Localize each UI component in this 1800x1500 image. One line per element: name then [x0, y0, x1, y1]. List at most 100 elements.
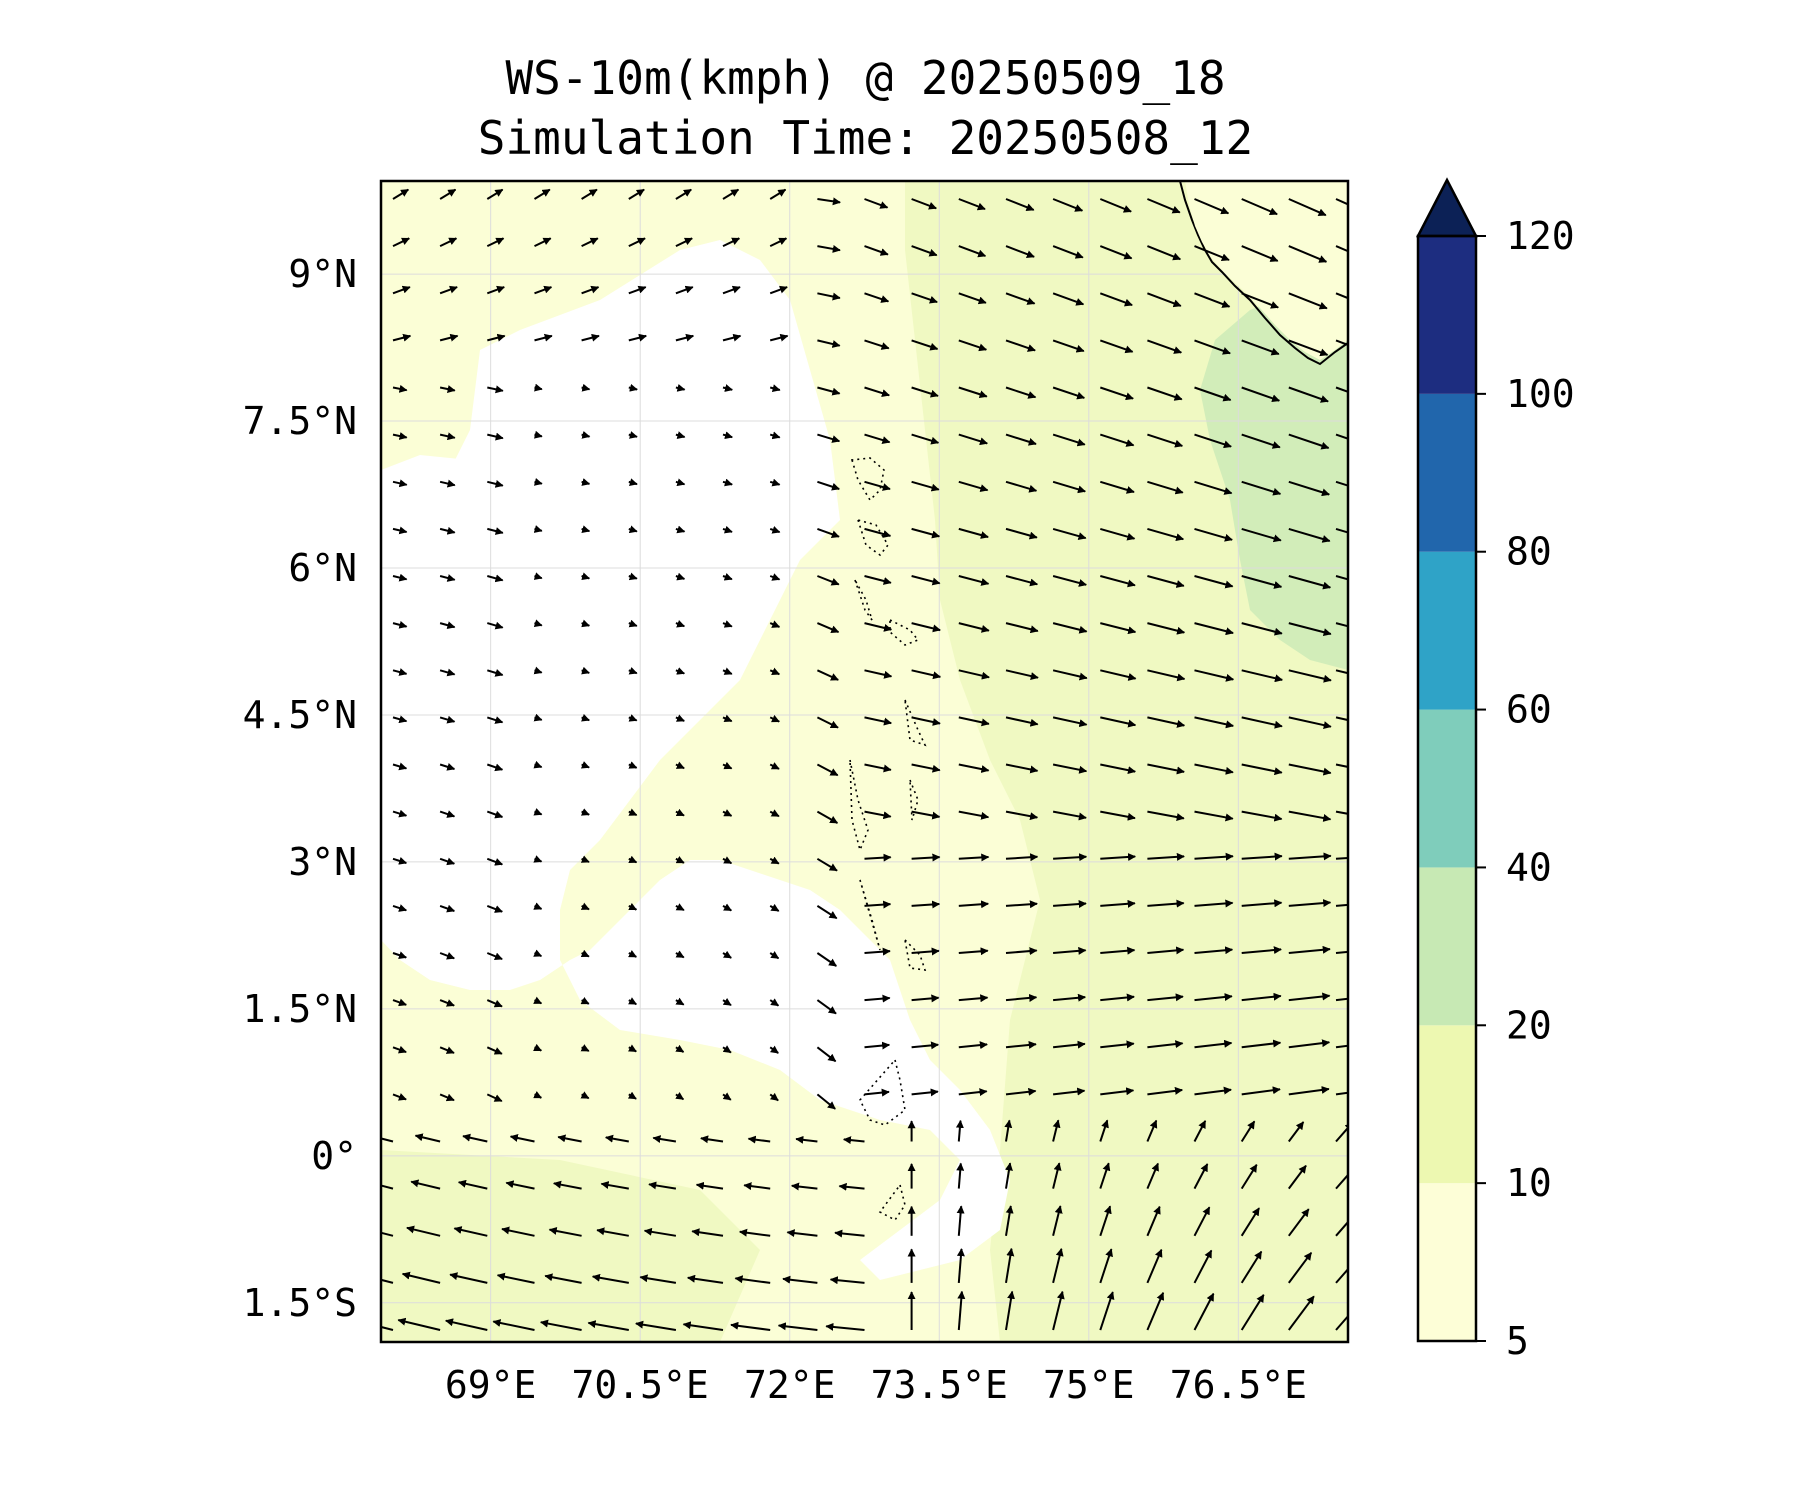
wind-arrow [816, 810, 839, 824]
wind-arrow [1194, 716, 1234, 729]
wind-arrow [1052, 763, 1088, 774]
wind-arrow [1288, 386, 1329, 403]
wind-arrow [1052, 1087, 1086, 1096]
atoll [904, 699, 927, 747]
wind-arrow [911, 810, 941, 820]
wind-arrow [439, 285, 458, 295]
wind-arrow [509, 1134, 535, 1143]
lon-tick-label: 75°E [1043, 1363, 1135, 1407]
wind-arrow [1335, 527, 1348, 534]
wind-arrow [691, 1228, 724, 1237]
wind-arrow [581, 237, 599, 248]
wind-arrow [958, 245, 987, 258]
colorbar-segment [1418, 1183, 1476, 1341]
wind-arrow [439, 668, 456, 677]
wind-arrow [1005, 900, 1038, 909]
wind-arrow [1100, 993, 1135, 1002]
wind-arrow [392, 998, 407, 1007]
wind-arrow [496, 1272, 535, 1284]
wind-arrow [1005, 1290, 1016, 1331]
atoll [903, 937, 927, 971]
colorbar: 5 10 20 40 60 80 100 120 [1415, 177, 1575, 1363]
wind-arrow [605, 1134, 629, 1143]
wind-arrow [864, 994, 891, 1003]
wind-arrow [1052, 198, 1084, 212]
wind-arrow [1241, 946, 1282, 955]
wind-arrow [580, 761, 590, 769]
wind-arrow [734, 1275, 771, 1284]
wind-arrow [1099, 1205, 1112, 1237]
wind-arrow [457, 1179, 488, 1190]
wind-arrow [1147, 946, 1185, 955]
wind-arrow [581, 666, 590, 675]
wind-arrow [1147, 198, 1181, 214]
wind-arrow [486, 763, 504, 772]
wind-arrow [1005, 1247, 1015, 1284]
wind-arrow [628, 237, 646, 248]
wind-arrow [722, 1045, 732, 1054]
wind-arrow [1052, 716, 1088, 728]
wind-arrow [533, 666, 543, 675]
wind-arrow [675, 478, 686, 487]
wind-arrow [487, 432, 504, 441]
wind-arrow [449, 1272, 488, 1284]
wind-arrow [747, 1135, 771, 1144]
wind-arrow [958, 575, 990, 586]
wind-arrow [1005, 527, 1038, 540]
wind-arrow [1005, 198, 1035, 211]
wind-arrow [769, 1092, 779, 1102]
wind-arrow [1147, 852, 1185, 861]
wind-arrow [958, 763, 990, 774]
wind-arrow [548, 1227, 582, 1237]
wind-arrow [628, 431, 638, 439]
wind-arrow [392, 479, 408, 488]
wind-arrow [1053, 946, 1087, 955]
wind-arrow [816, 857, 838, 872]
colorbar-segment [1418, 393, 1476, 552]
atoll [889, 618, 920, 646]
wind-arrow [453, 1226, 488, 1237]
wind-arrow [392, 573, 408, 582]
wind-arrow [1335, 386, 1348, 393]
wind-arrow [1335, 1044, 1348, 1049]
wind-arrow [1194, 1086, 1232, 1096]
wind-arrow [864, 575, 892, 585]
colorbar-segment [1418, 236, 1476, 394]
wind-arrow [958, 198, 986, 211]
longitude-axis: 69°E 70.5°E 72°E 73.5°E 75°E 76.5°E [445, 1363, 1307, 1407]
wind-arrow [533, 525, 543, 533]
wind-arrow [1099, 292, 1133, 307]
wind-arrow [675, 997, 685, 1006]
wind-arrow [1100, 810, 1136, 821]
wind-arrow [1052, 1205, 1063, 1237]
wind-arrow [769, 620, 781, 628]
wind-arrow [864, 810, 892, 820]
atoll [850, 457, 885, 502]
wind-arrow [1288, 810, 1332, 822]
wind-arrow [627, 1091, 637, 1100]
wind-arrow [958, 339, 988, 352]
wind-arrow [628, 285, 647, 295]
wind-arrow [1004, 1119, 1013, 1142]
map-frame [379, 179, 1350, 1344]
wind-arrow [864, 716, 892, 726]
wind-arrow [486, 810, 504, 819]
wind-arrow [381, 1325, 394, 1331]
wind-arrow [487, 480, 504, 488]
wind-arrow [406, 1225, 441, 1237]
wind-arrow [1147, 527, 1185, 542]
colorbar-label: 40 [1506, 845, 1552, 889]
wind-arrow [1193, 1120, 1207, 1142]
wind-arrow [1241, 899, 1283, 908]
field-fresh [1200, 280, 1348, 670]
wind-arrow [580, 855, 590, 863]
wind-arrow [1005, 853, 1039, 862]
wind-arrow [791, 1182, 818, 1191]
wind-arrow [675, 903, 685, 911]
wind-arrow [1147, 622, 1186, 635]
colorbar-label: 80 [1506, 530, 1552, 574]
wind-arrow [1288, 669, 1332, 683]
wind-arrow [958, 480, 989, 493]
wind-arrow [769, 573, 781, 581]
wind-arrow [487, 527, 504, 535]
